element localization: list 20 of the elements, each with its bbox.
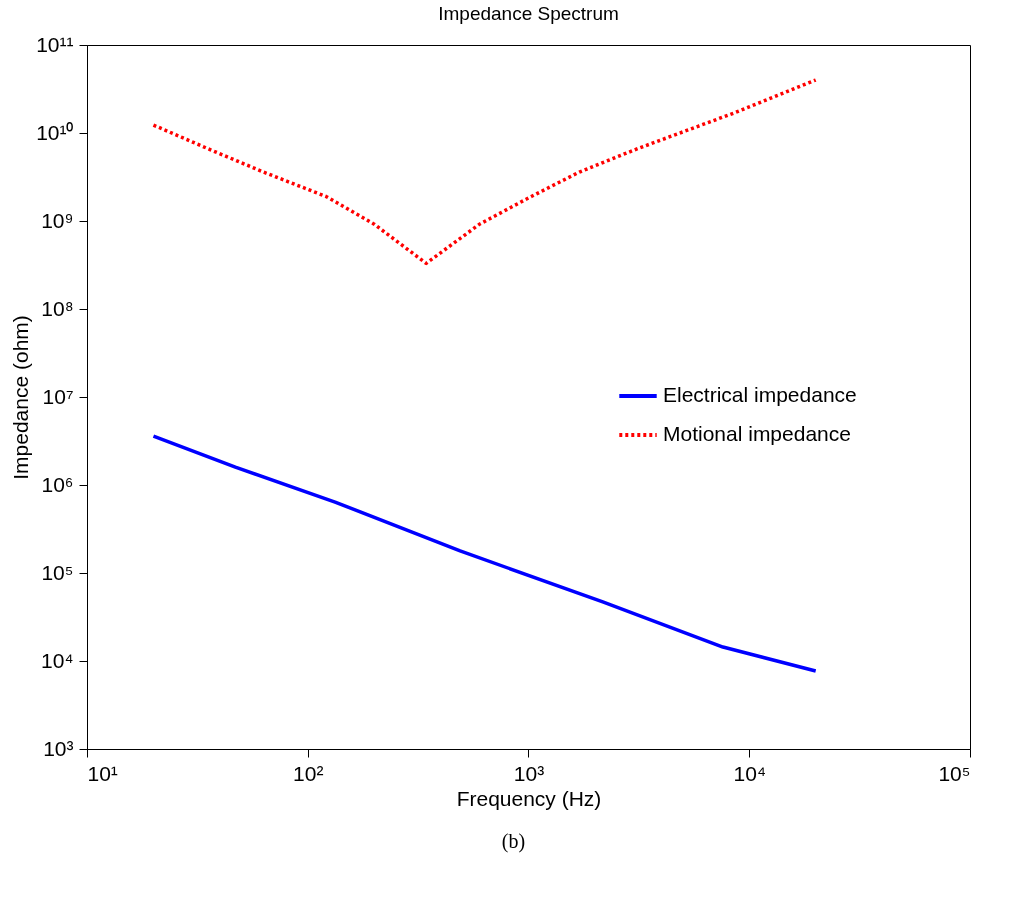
x-tick-label: 10³ [513, 761, 545, 785]
x-axis-title: Frequency (Hz) [456, 786, 602, 810]
y-tick-label: 10⁸ [41, 296, 74, 320]
y-tick-label: 10¹¹ [36, 32, 74, 56]
y-tick-label: 10⁵ [41, 560, 74, 584]
chart-title: Impedance Spectrum [438, 3, 619, 24]
y-tick-label: 10¹⁰ [36, 120, 74, 144]
x-tick-label: 10² [293, 761, 324, 785]
text: (b) [500, 830, 527, 853]
y-axis-title: Impedance (ohm) [9, 315, 33, 480]
y-tick-label: 10⁷ [42, 384, 74, 408]
legend-label: Electrical impedance [663, 383, 857, 406]
x-tick-label: 10¹ [87, 761, 118, 785]
x-tick-label: 10⁵ [938, 761, 971, 785]
y-tick-label: 10³ [43, 736, 74, 760]
y-tick-label: 10⁹ [41, 208, 74, 232]
y-tick-label: 10⁴ [41, 648, 74, 672]
y-tick-label: 10⁶ [41, 472, 74, 496]
legend-label: Motional impedance [663, 422, 851, 445]
x-tick-label: 10⁴ [733, 761, 766, 785]
